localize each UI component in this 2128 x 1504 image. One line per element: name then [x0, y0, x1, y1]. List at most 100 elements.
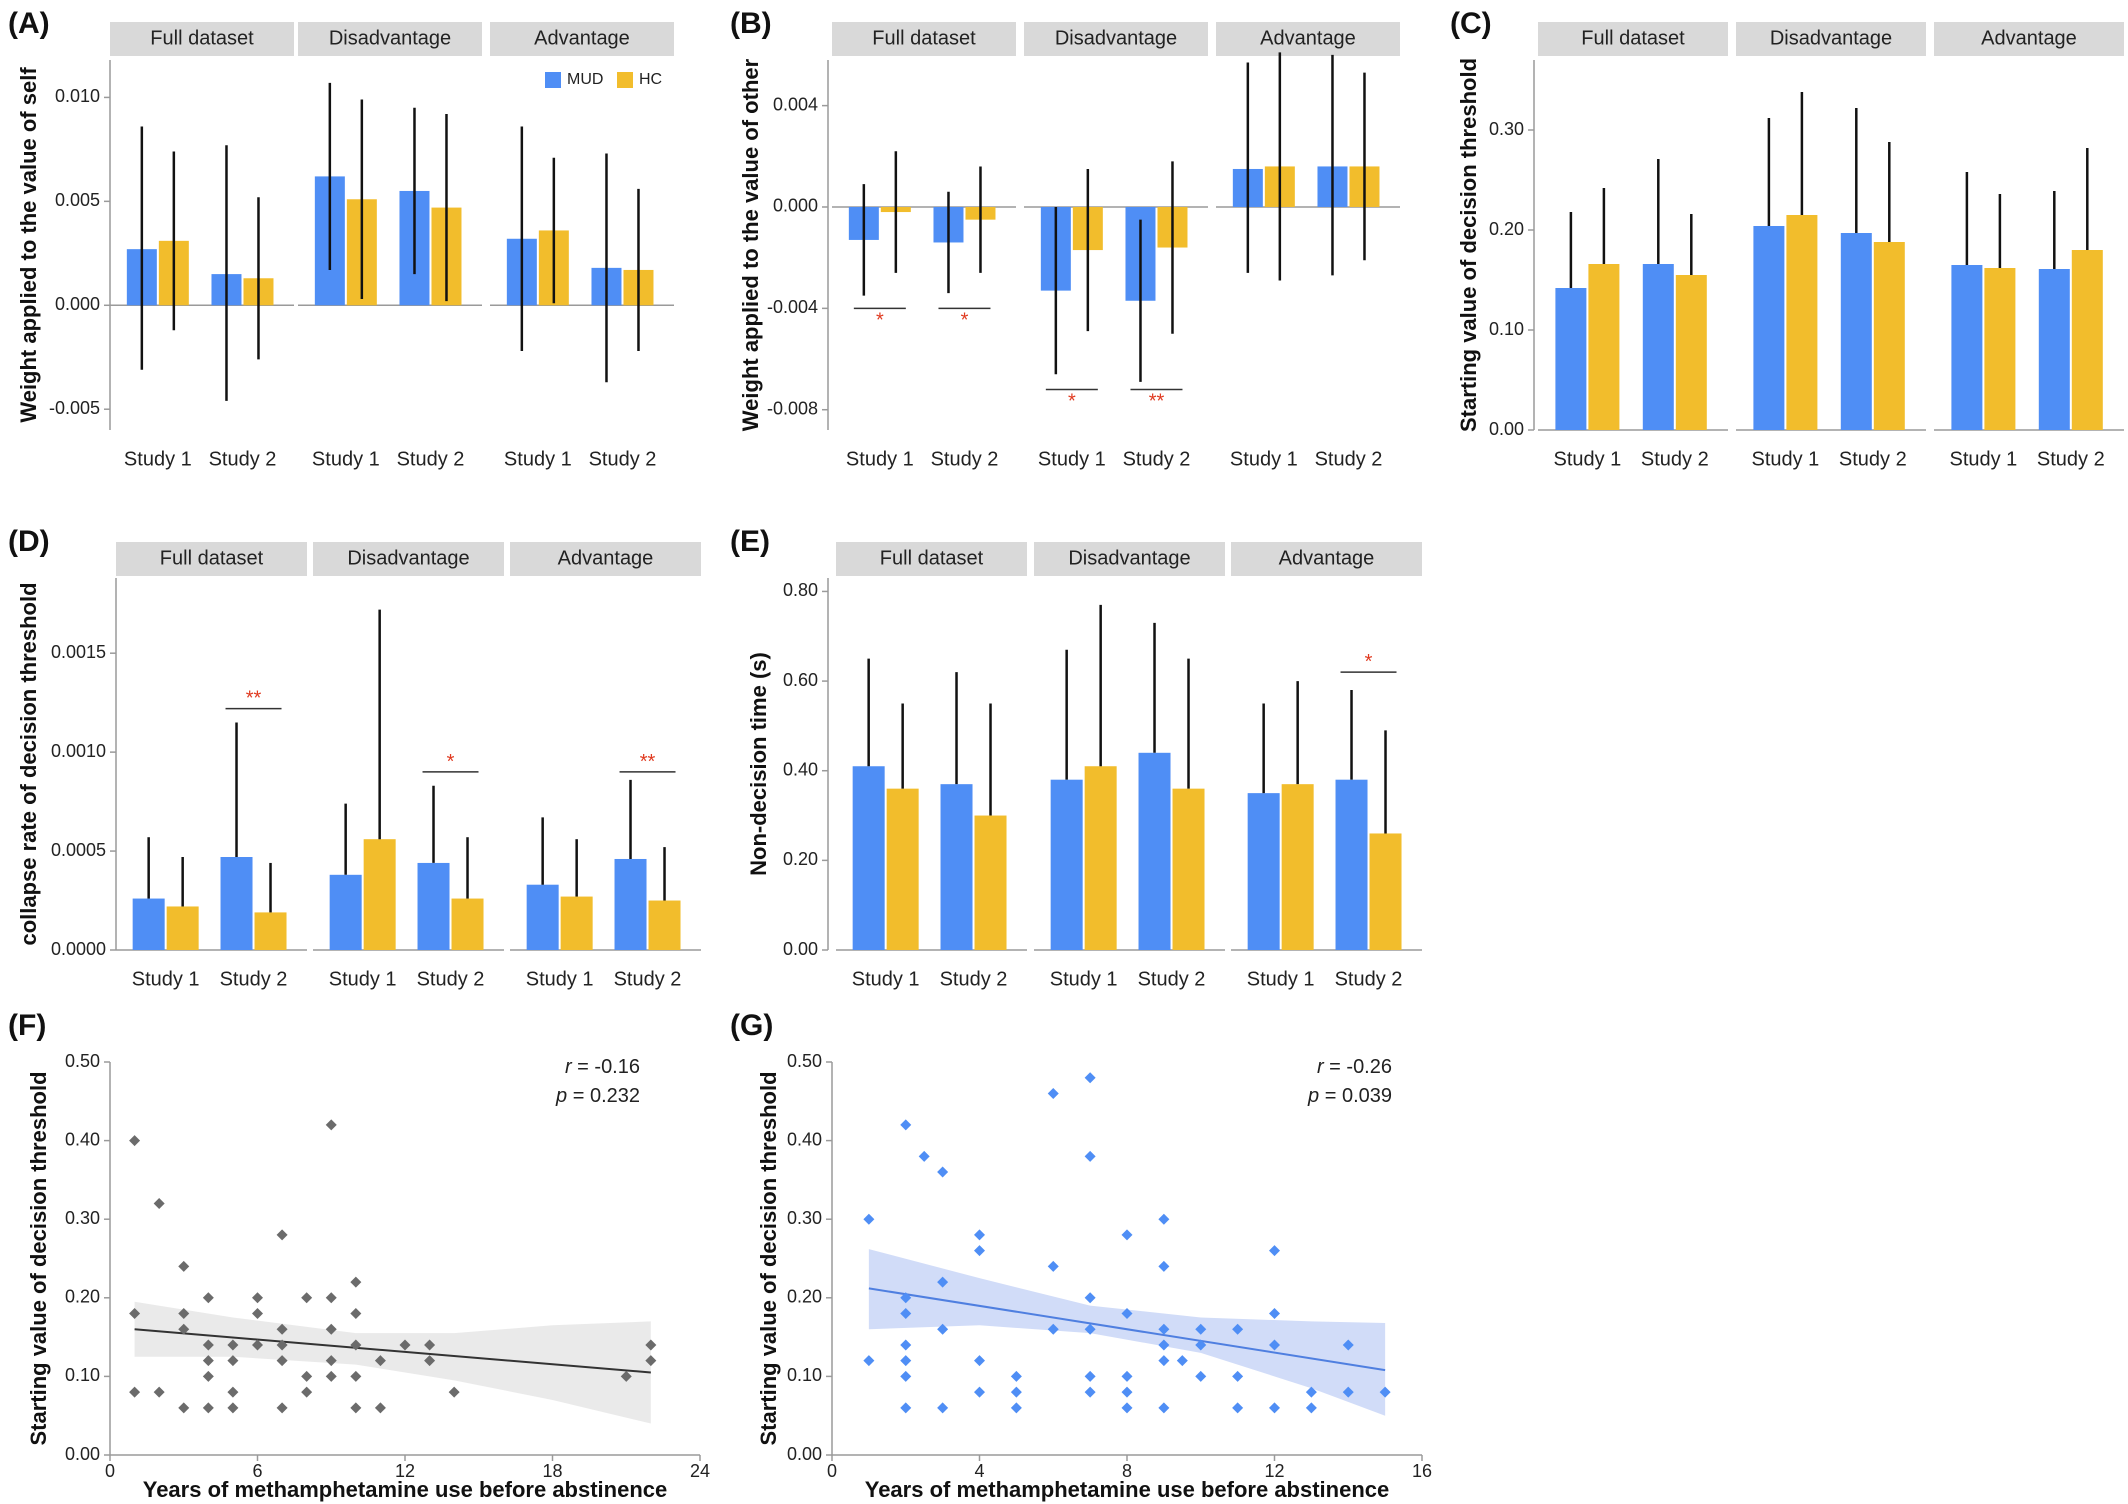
data-point: [350, 1308, 362, 1320]
data-point: [1379, 1386, 1391, 1398]
facet-strip: [298, 22, 482, 56]
data-point: [252, 1292, 263, 1304]
x-tick-label: 18: [542, 1461, 562, 1481]
data-point: [129, 1386, 141, 1398]
y-tick-label: 0.50: [65, 1051, 100, 1071]
x-category-label: Study 2: [1335, 968, 1403, 990]
data-point: [1047, 1260, 1059, 1272]
regression-line: [134, 1328, 651, 1374]
data-point: [1158, 1260, 1170, 1272]
y-tick-label: 0.0000: [51, 939, 106, 959]
stat-p: p = 0.232: [555, 1085, 640, 1107]
data-point: [1342, 1386, 1354, 1398]
bar-hc: [1172, 788, 1205, 950]
data-point: [227, 1386, 239, 1398]
data-point: [1010, 1402, 1022, 1414]
x-tick-label: 16: [1412, 1461, 1432, 1481]
y-tick-label: 0.10: [1489, 319, 1524, 339]
y-tick-label: -0.008: [767, 398, 818, 418]
stat-r-value: = -0.26: [1324, 1056, 1392, 1078]
facet-strip: [313, 542, 504, 576]
stat-p: p = 0.039: [1307, 1085, 1392, 1107]
data-point: [1047, 1087, 1059, 1099]
legend-label: MUD: [567, 71, 603, 88]
data-point: [1158, 1355, 1170, 1367]
data-point: [1084, 1386, 1096, 1398]
y-tick-label: 0.000: [55, 294, 100, 314]
bar-hc: [1369, 833, 1402, 950]
y-tick-label: 0.40: [787, 1129, 822, 1149]
y-tick-label: 0.00: [783, 939, 818, 959]
panel-a: (A) Weight applied to the value of self -0…: [8, 7, 674, 470]
bar-hc: [974, 815, 1007, 950]
bar-mud: [329, 874, 362, 950]
y-tick-label: 0.0015: [51, 642, 106, 662]
x-category-label: Study 2: [397, 448, 465, 470]
y-tick-label: 0.010: [55, 86, 100, 106]
x-category-label: Study 1: [1247, 968, 1315, 990]
facet-strip-label: Advantage: [1981, 27, 2077, 49]
data-point: [1084, 1323, 1096, 1335]
bar-hc: [166, 906, 199, 950]
y-tick-label: -0.004: [767, 297, 818, 317]
facet-strip: [1934, 22, 2124, 56]
y-tick-label: 0.40: [65, 1129, 100, 1149]
data-point: [350, 1276, 362, 1288]
data-point: [1269, 1308, 1280, 1320]
bar-hc: [560, 896, 593, 950]
data-point: [937, 1323, 949, 1335]
data-point: [252, 1339, 263, 1351]
facet-strip-label: Full dataset: [872, 27, 976, 49]
data-point: [202, 1339, 214, 1351]
data-point: [1047, 1323, 1059, 1335]
x-tick-label: 24: [690, 1461, 710, 1481]
y-axis-title: Weight applied to the value of self: [16, 67, 41, 423]
y-tick-label: 0.20: [65, 1287, 100, 1307]
facet-strip-label: Full dataset: [880, 547, 984, 569]
data-point: [1195, 1339, 1207, 1351]
x-category-label: Study 2: [589, 448, 657, 470]
facet-strip: [116, 542, 307, 576]
data-point: [900, 1402, 912, 1414]
bar-mud: [1951, 265, 1983, 430]
x-category-label: Study 1: [852, 968, 920, 990]
x-category-label: Study 1: [846, 448, 914, 470]
facet-strip: [1024, 22, 1208, 56]
data-point: [374, 1355, 386, 1367]
data-point: [1158, 1339, 1170, 1351]
data-point: [937, 1402, 949, 1414]
panel-label: (B): [730, 7, 772, 40]
x-category-label: Study 1: [312, 448, 380, 470]
data-point: [900, 1292, 912, 1304]
data-point: [1121, 1308, 1133, 1320]
data-point: [918, 1150, 930, 1162]
bar-mud: [526, 884, 559, 950]
data-point: [1232, 1402, 1244, 1414]
stat-p-symbol: p: [555, 1085, 567, 1107]
y-axis-title: Starting value of decision threshold: [1456, 58, 1481, 432]
bar-mud: [1642, 264, 1674, 430]
data-point: [1084, 1150, 1096, 1162]
data-point: [276, 1339, 288, 1351]
facet-strip-label: Advantage: [1260, 27, 1356, 49]
y-axis-title: Weight applied to the value of other: [738, 58, 763, 431]
bar-mud: [1753, 226, 1785, 430]
bar-hc: [451, 898, 484, 950]
data-point: [178, 1323, 190, 1335]
data-point: [1232, 1323, 1244, 1335]
x-tick-label: 0: [105, 1461, 115, 1481]
x-category-label: Study 2: [940, 968, 1008, 990]
data-point: [252, 1308, 263, 1320]
x-tick-label: 12: [395, 1461, 415, 1481]
facet-strip-label: Full dataset: [160, 547, 264, 569]
bar-mud: [1840, 233, 1872, 430]
stat-p-value: = 0.039: [1319, 1085, 1392, 1107]
regression-line: [868, 1287, 1386, 1372]
bar-mud: [1335, 779, 1368, 950]
data-point: [974, 1386, 985, 1398]
data-point: [900, 1308, 912, 1320]
data-point: [900, 1355, 912, 1367]
data-point: [645, 1339, 657, 1351]
y-tick-label: 0.00: [1489, 419, 1524, 439]
y-tick-label: 0.20: [1489, 219, 1524, 239]
